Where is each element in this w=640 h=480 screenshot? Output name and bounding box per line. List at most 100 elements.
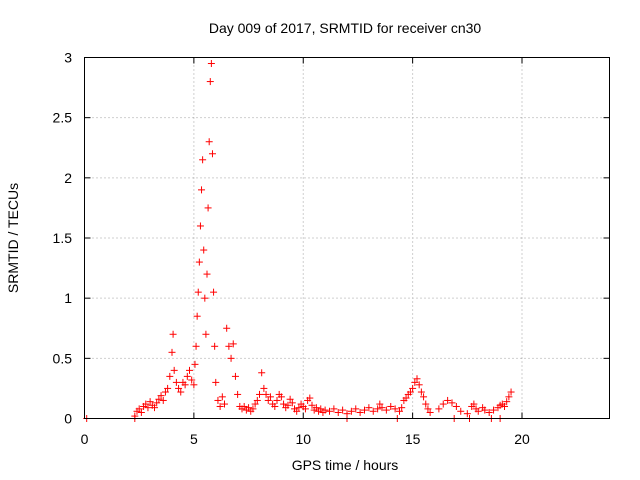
axis-ticks [84, 57, 610, 419]
data-point [214, 396, 222, 404]
data-point [387, 402, 395, 410]
data-point [172, 378, 180, 386]
x-tick-label: 0 [81, 431, 89, 447]
data-point [356, 408, 364, 416]
y-tick-label: 2 [64, 170, 72, 186]
data-point [177, 388, 185, 396]
data-point [205, 138, 213, 146]
data-point [365, 404, 373, 412]
data-point [218, 393, 226, 401]
data-point [256, 390, 263, 398]
data-point [260, 384, 268, 392]
data-point [293, 407, 301, 415]
data-point [144, 404, 152, 412]
data-point [137, 408, 145, 416]
data-point [485, 408, 493, 416]
data-point [490, 406, 498, 414]
data-point [142, 400, 150, 408]
data-point [474, 407, 482, 415]
x-tick-label: 5 [190, 431, 198, 447]
data-point [153, 399, 161, 407]
data-point [369, 407, 377, 415]
data-point [273, 396, 281, 404]
y-tick-label: 1 [64, 290, 72, 306]
data-point [503, 398, 511, 406]
data-point [161, 388, 169, 396]
data-point [201, 294, 209, 302]
x-tick-label: 15 [405, 431, 421, 447]
data-points [83, 60, 515, 422]
y-tick-label: 2.5 [53, 110, 73, 126]
data-point [200, 246, 208, 254]
data-point [216, 402, 224, 410]
data-point [361, 406, 368, 414]
data-point [164, 384, 172, 392]
data-point [409, 384, 417, 392]
data-point [382, 406, 390, 414]
data-point [391, 405, 399, 413]
data-point [326, 407, 333, 415]
data-point [186, 366, 193, 374]
data-point [151, 404, 158, 412]
data-point [251, 400, 259, 408]
data-point [169, 330, 177, 338]
data-point [188, 376, 196, 384]
data-point [396, 407, 403, 415]
data-point [398, 404, 406, 412]
data-point [306, 394, 314, 402]
data-point [249, 405, 257, 413]
data-point [207, 60, 215, 68]
data-point [280, 400, 288, 408]
data-point [190, 381, 198, 389]
data-point [166, 372, 174, 380]
data-point [417, 388, 425, 396]
data-point [157, 392, 165, 400]
chart-title: Day 009 of 2017, SRMTID for receiver cn3… [209, 20, 482, 36]
x-tick-label: 20 [514, 431, 530, 447]
data-point [221, 400, 228, 408]
data-point [225, 342, 233, 350]
data-point [470, 400, 478, 408]
data-point [168, 348, 176, 356]
data-point [199, 156, 207, 164]
data-point [245, 404, 253, 412]
data-point [457, 407, 465, 415]
data-point [135, 405, 143, 413]
data-point [452, 402, 460, 410]
data-point [159, 396, 167, 404]
data-point [258, 369, 266, 377]
data-point [301, 405, 309, 413]
data-point [330, 405, 338, 413]
data-point [193, 312, 201, 320]
data-point [264, 396, 272, 404]
data-point [196, 222, 204, 230]
data-point [206, 78, 214, 86]
data-point [183, 372, 191, 380]
data-point [312, 404, 320, 412]
data-point [262, 390, 270, 398]
data-point [288, 399, 296, 407]
y-tick-label: 0 [64, 411, 72, 427]
data-point [317, 405, 325, 413]
data-point [420, 393, 428, 401]
data-point [271, 402, 279, 410]
data-point [374, 405, 382, 413]
data-point [175, 384, 183, 392]
data-point [415, 381, 423, 389]
y-tick-label: 3 [64, 50, 72, 66]
data-point [198, 186, 206, 194]
data-point [277, 393, 285, 401]
x-axis-label: GPS time / hours [292, 457, 399, 473]
data-point [321, 406, 329, 414]
data-point [181, 381, 189, 389]
data-point [422, 400, 430, 408]
data-point [444, 396, 452, 404]
data-point [402, 394, 410, 402]
data-point [191, 360, 199, 368]
data-point [195, 258, 203, 266]
data-point [347, 407, 355, 415]
data-point [505, 393, 513, 401]
data-point [170, 366, 178, 374]
x-tick-label: 10 [295, 431, 311, 447]
